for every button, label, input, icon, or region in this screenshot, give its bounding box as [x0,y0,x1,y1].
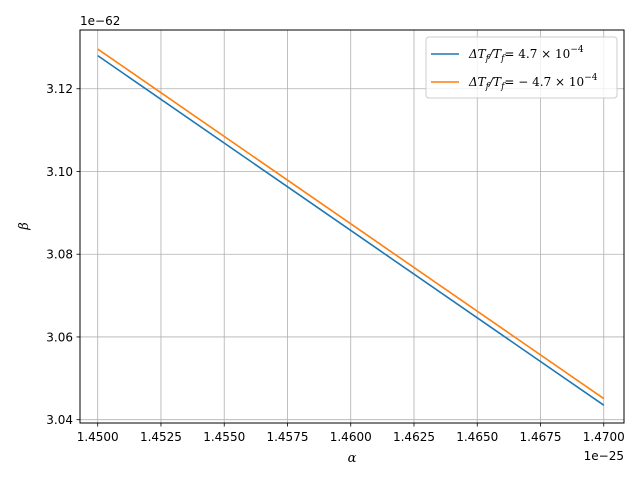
x-tick-label: 1.4575 [266,430,308,444]
y-tick-label: 3.10 [46,165,73,179]
x-tick-label: 1.4500 [77,430,119,444]
plot-frame [79,29,625,424]
legend-box [425,36,618,99]
series-layer [97,48,605,406]
y-tick-label: 3.08 [46,248,73,262]
y-axis-label: β [17,222,32,231]
x-tick-label: 1.4675 [520,430,562,444]
x-tick-label: 1.4600 [330,430,372,444]
x-offset-label: 1e−25 [584,449,624,463]
y-offset-label: 1e−62 [80,14,120,28]
x-tick-label: 1.4525 [140,430,182,444]
legend: ΔTf/Tf= 4.7 × 10−4 ΔTf/Tf= − 4.7 × 10−4 [425,36,618,99]
legend-entry-series-1: ΔTf/Tf= 4.7 × 10−4 [468,45,584,64]
grid-lines [80,30,624,423]
y-tick-label: 3.12 [46,82,73,96]
y-axis-ticks: 3.04 3.06 3.08 3.10 3.12 [46,82,80,427]
x-axis-label: α [348,451,357,466]
x-axis-ticks: 1.4500 1.4525 1.4550 1.4575 1.4600 1.4625 1.46… [77,423,625,444]
x-tick-label: 1.4700 [583,430,625,444]
legend-entry-series-2: ΔTf/Tf= − 4.7 × 10−4 [468,73,598,92]
x-tick-label: 1.4550 [203,430,245,444]
series-line-1 [97,54,605,406]
series-line-2 [97,48,605,400]
x-tick-label: 1.4650 [456,430,498,444]
x-tick-label: 1.4625 [393,430,435,444]
y-tick-label: 3.06 [46,330,73,344]
y-tick-label: 3.04 [46,413,73,427]
